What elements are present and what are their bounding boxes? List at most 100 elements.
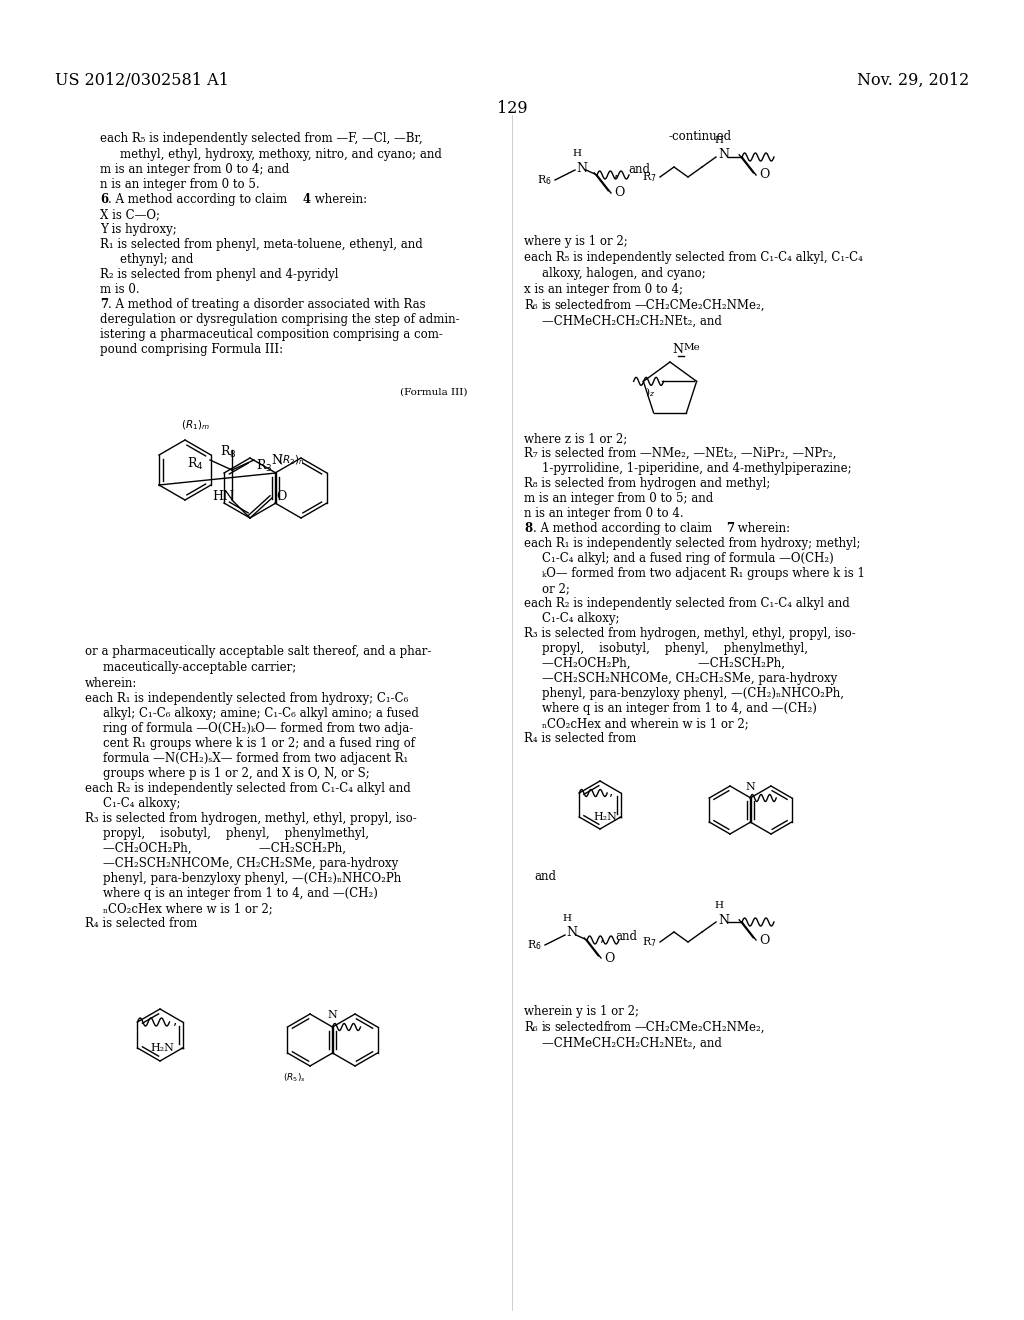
Text: R₃ is selected from hydrogen, methyl, ethyl, propyl, iso-: R₃ is selected from hydrogen, methyl, et… <box>524 627 856 640</box>
Text: . A method according to claim: . A method according to claim <box>534 521 716 535</box>
Text: 7: 7 <box>726 521 734 535</box>
Text: N: N <box>575 161 587 174</box>
Text: from: from <box>604 300 632 312</box>
Text: O: O <box>759 169 769 181</box>
Text: —CHMeCH₂CH₂CH₂NEt₂, and: —CHMeCH₂CH₂CH₂NEt₂, and <box>542 1038 722 1049</box>
Text: formula —N(CH₂)ₛX— formed from two adjacent R₁: formula —N(CH₂)ₛX— formed from two adjac… <box>103 752 409 766</box>
Text: ,: , <box>614 165 618 180</box>
Text: each R₁ is independently selected from hydroxy; methyl;: each R₁ is independently selected from h… <box>524 537 860 550</box>
Text: methyl, ethyl, hydroxy, methoxy, nitro, and cyano; and: methyl, ethyl, hydroxy, methoxy, nitro, … <box>120 148 442 161</box>
Text: ₙCO₂cHex and wherein w is 1 or 2;: ₙCO₂cHex and wherein w is 1 or 2; <box>542 717 749 730</box>
Text: N: N <box>271 454 282 467</box>
Text: C₁-C₄ alkoxy;: C₁-C₄ alkoxy; <box>542 612 620 624</box>
Text: is: is <box>542 1020 552 1034</box>
Text: R₃ is selected from hydrogen, methyl, ethyl, propyl, iso-: R₃ is selected from hydrogen, methyl, et… <box>85 812 417 825</box>
Text: —CH₂SCH₂NHCOMe, CH₂CH₂SMe, para-hydroxy: —CH₂SCH₂NHCOMe, CH₂CH₂SMe, para-hydroxy <box>103 857 398 870</box>
Text: alkyl; C₁-C₆ alkoxy; amine; C₁-C₆ alkyl amino; a fused: alkyl; C₁-C₆ alkoxy; amine; C₁-C₆ alkyl … <box>103 708 419 719</box>
Text: each R₅ is independently selected from C₁-C₄ alkyl, C₁-C₄: each R₅ is independently selected from C… <box>524 251 863 264</box>
Text: m is an integer from 0 to 4; and: m is an integer from 0 to 4; and <box>100 162 289 176</box>
Text: N: N <box>745 781 756 792</box>
Text: O: O <box>614 186 625 199</box>
Text: propyl,    isobutyl,    phenyl,    phenylmethyl,: propyl, isobutyl, phenyl, phenylmethyl, <box>542 642 808 655</box>
Text: R$_6$: R$_6$ <box>527 939 542 952</box>
Text: each R₁ is independently selected from hydroxy; C₁-C₆: each R₁ is independently selected from h… <box>85 692 409 705</box>
Text: each R₂ is independently selected from C₁-C₄ alkyl and: each R₂ is independently selected from C… <box>85 781 411 795</box>
Text: (Formula III): (Formula III) <box>400 388 468 397</box>
Text: H₂N: H₂N <box>151 1043 174 1053</box>
Text: wherein:: wherein: <box>85 677 137 690</box>
Text: n is an integer from 0 to 5.: n is an integer from 0 to 5. <box>100 178 260 191</box>
Text: R₇ is selected from —NMe₂, —NEt₂, —NiPr₂, —NPr₂,: R₇ is selected from —NMe₂, —NEt₂, —NiPr₂… <box>524 447 837 459</box>
Text: ₙCO₂cHex where w is 1 or 2;: ₙCO₂cHex where w is 1 or 2; <box>103 902 272 915</box>
Text: R₂ is selected from phenyl and 4-pyridyl: R₂ is selected from phenyl and 4-pyridyl <box>100 268 339 281</box>
Text: R$_4$: R$_4$ <box>187 455 204 473</box>
Text: H: H <box>714 136 723 145</box>
Text: and: and <box>615 931 637 942</box>
Text: R$_7$: R$_7$ <box>642 935 657 949</box>
Text: where q is an integer from 1 to 4, and —(CH₂): where q is an integer from 1 to 4, and —… <box>542 702 817 715</box>
Text: each R₂ is independently selected from C₁-C₄ alkyl and: each R₂ is independently selected from C… <box>524 597 850 610</box>
Text: wherein:: wherein: <box>734 521 791 535</box>
Text: -continued: -continued <box>669 129 731 143</box>
Text: —CH₂OCH₂Ph,                  —CH₂SCH₂Ph,: —CH₂OCH₂Ph, —CH₂SCH₂Ph, <box>103 842 346 855</box>
Text: R₈ is selected from hydrogen and methyl;: R₈ is selected from hydrogen and methyl; <box>524 477 770 490</box>
Text: N: N <box>672 343 683 356</box>
Text: H: H <box>562 913 571 923</box>
Text: wherein y is 1 or 2;: wherein y is 1 or 2; <box>524 1005 639 1018</box>
Text: ₖO— formed from two adjacent R₁ groups where k is 1: ₖO— formed from two adjacent R₁ groups w… <box>542 568 865 579</box>
Text: 6: 6 <box>100 193 109 206</box>
Text: H₂N: H₂N <box>593 812 616 822</box>
Text: )$_z$: )$_z$ <box>645 385 655 399</box>
Text: m is an integer from 0 to 5; and: m is an integer from 0 to 5; and <box>524 492 714 506</box>
Text: 8: 8 <box>524 521 532 535</box>
Text: n is an integer from 0 to 4.: n is an integer from 0 to 4. <box>524 507 684 520</box>
Text: $(R_5)_s$: $(R_5)_s$ <box>284 1072 306 1085</box>
Text: m is 0.: m is 0. <box>100 282 139 296</box>
Text: Y is hydroxy;: Y is hydroxy; <box>100 223 177 236</box>
Text: N: N <box>566 927 577 940</box>
Text: Me: Me <box>684 343 700 352</box>
Text: $(R_1)_m$: $(R_1)_m$ <box>181 418 210 432</box>
Text: propyl,    isobutyl,    phenyl,    phenylmethyl,: propyl, isobutyl, phenyl, phenylmethyl, <box>103 828 369 840</box>
Text: —CH₂OCH₂Ph,                  —CH₂SCH₂Ph,: —CH₂OCH₂Ph, —CH₂SCH₂Ph, <box>542 657 785 671</box>
Text: and: and <box>534 870 556 883</box>
Text: H: H <box>572 149 581 158</box>
Text: or a pharmaceutically acceptable salt thereof, and a phar-: or a pharmaceutically acceptable salt th… <box>85 645 431 657</box>
Text: maceutically-acceptable carrier;: maceutically-acceptable carrier; <box>103 661 296 675</box>
Text: wherein:: wherein: <box>311 193 368 206</box>
Text: C₁-C₄ alkyl; and a fused ring of formula —O(CH₂): C₁-C₄ alkyl; and a fused ring of formula… <box>542 552 834 565</box>
Text: —CHMeCH₂CH₂CH₂NEt₂, and: —CHMeCH₂CH₂CH₂NEt₂, and <box>542 315 722 327</box>
Text: groups where p is 1 or 2, and X is O, N, or S;: groups where p is 1 or 2, and X is O, N,… <box>103 767 370 780</box>
Text: 1-pyrrolidine, 1-piperidine, and 4-methylpiperazine;: 1-pyrrolidine, 1-piperidine, and 4-methy… <box>542 462 852 475</box>
Text: selected: selected <box>554 1020 603 1034</box>
Text: N: N <box>718 913 729 927</box>
Text: phenyl, para-benzyloxy phenyl, —(CH₂)ₙNHCO₂Ph: phenyl, para-benzyloxy phenyl, —(CH₂)ₙNH… <box>103 873 401 884</box>
Text: R₆: R₆ <box>524 1020 538 1034</box>
Text: where z is 1 or 2;: where z is 1 or 2; <box>524 432 628 445</box>
Text: ring of formula —O(CH₂)ₖO— formed from two adja-: ring of formula —O(CH₂)ₖO— formed from t… <box>103 722 414 735</box>
Text: phenyl, para-benzyloxy phenyl, —(CH₂)ₙNHCO₂Ph,: phenyl, para-benzyloxy phenyl, —(CH₂)ₙNH… <box>542 686 844 700</box>
Text: R$_8$: R$_8$ <box>220 444 237 461</box>
Text: Nov. 29, 2012: Nov. 29, 2012 <box>857 73 969 88</box>
Text: each R₅ is independently selected from —F, —Cl, —Br,: each R₅ is independently selected from —… <box>100 132 423 145</box>
Text: . A method according to claim: . A method according to claim <box>108 193 291 206</box>
Text: selected: selected <box>554 300 603 312</box>
Text: C₁-C₄ alkoxy;: C₁-C₄ alkoxy; <box>103 797 180 810</box>
Text: ,: , <box>609 784 613 799</box>
Text: where y is 1 or 2;: where y is 1 or 2; <box>524 235 628 248</box>
Text: O: O <box>276 490 287 503</box>
Text: ethynyl; and: ethynyl; and <box>120 253 194 267</box>
Text: O: O <box>759 933 769 946</box>
Text: N: N <box>718 149 729 161</box>
Text: or 2;: or 2; <box>542 582 570 595</box>
Text: X is C—O;: X is C—O; <box>100 209 160 220</box>
Text: istering a pharmaceutical composition comprising a com-: istering a pharmaceutical composition co… <box>100 327 442 341</box>
Text: N: N <box>328 1010 337 1020</box>
Text: —CH₂CMe₂CH₂NMe₂,: —CH₂CMe₂CH₂NMe₂, <box>634 300 765 312</box>
Text: . A method of treating a disorder associated with Ras: . A method of treating a disorder associ… <box>108 298 426 312</box>
Text: O: O <box>604 952 614 965</box>
Text: alkoxy, halogen, and cyano;: alkoxy, halogen, and cyano; <box>542 267 706 280</box>
Text: H: H <box>714 902 723 909</box>
Text: is: is <box>542 300 552 312</box>
Text: from: from <box>604 1020 632 1034</box>
